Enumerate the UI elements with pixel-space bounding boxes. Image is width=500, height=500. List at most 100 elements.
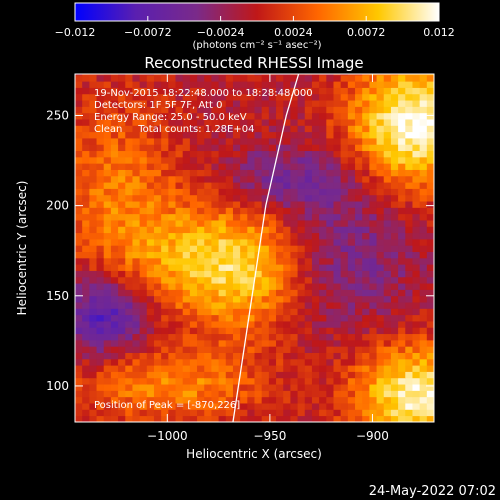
heatmap-cell — [326, 245, 334, 253]
heatmap-cell — [261, 384, 270, 391]
heatmap-cell — [376, 302, 385, 309]
heatmap-cell — [89, 270, 97, 278]
heatmap-cell — [347, 131, 356, 139]
heatmap-cell — [383, 346, 392, 353]
heatmap-cell — [319, 194, 327, 202]
heatmap-cell — [132, 365, 141, 372]
heatmap-cell — [232, 321, 241, 328]
heatmap-cell — [412, 207, 421, 215]
heatmap-cell — [132, 384, 141, 391]
heatmap-cell — [333, 188, 342, 196]
heatmap-cell — [319, 314, 327, 322]
heatmap-cell — [412, 194, 421, 202]
heatmap-cell — [369, 188, 377, 196]
heatmap-cell — [376, 100, 385, 107]
heatmap-cell — [398, 245, 406, 253]
heatmap-cell — [355, 327, 363, 335]
heatmap-cell — [261, 175, 270, 183]
heatmap-cell — [161, 365, 169, 372]
heatmap-cell — [347, 333, 356, 341]
heatmap-cell — [82, 403, 90, 410]
heatmap-cell — [89, 125, 97, 133]
heatmap-cell — [347, 144, 356, 152]
heatmap-cell — [75, 283, 83, 290]
heatmap-cell — [182, 403, 191, 410]
heatmap-cell — [261, 156, 270, 164]
heatmap-cell — [390, 74, 399, 82]
heatmap-cell — [182, 365, 191, 372]
heatmap-cell — [240, 339, 248, 347]
heatmap-cell — [426, 144, 434, 152]
heatmap-cell — [225, 131, 234, 139]
heatmap-cell — [146, 144, 155, 152]
heatmap-cell — [132, 390, 141, 398]
heatmap-cell — [304, 270, 313, 278]
heatmap-cell — [96, 207, 105, 215]
heatmap-cell — [182, 220, 191, 227]
heatmap-cell — [340, 74, 349, 82]
heatmap-cell — [110, 188, 119, 196]
heatmap-cell — [290, 144, 298, 152]
heatmap-cell — [240, 365, 248, 372]
heatmap-cell — [319, 93, 327, 101]
heatmap-cell — [153, 112, 162, 120]
heatmap-cell — [211, 333, 219, 341]
heatmap-cell — [125, 415, 133, 422]
heatmap-cell — [261, 93, 270, 101]
heatmap-cell — [290, 321, 298, 328]
heatmap-cell — [283, 308, 291, 316]
heatmap-cell — [189, 283, 198, 290]
heatmap-cell — [426, 358, 434, 366]
heatmap-cell — [247, 314, 255, 322]
heatmap-cell — [383, 138, 392, 145]
heatmap-cell — [347, 119, 356, 126]
heatmap-cell — [240, 188, 248, 196]
heatmap-cell — [161, 125, 169, 133]
heatmap-cell — [290, 220, 298, 227]
heatmap-cell — [290, 346, 298, 353]
colorbar-tick-label: 0.0072 — [347, 26, 386, 39]
heatmap-cell — [125, 346, 133, 353]
heatmap-cell — [261, 150, 270, 158]
heatmap-cell — [419, 175, 428, 183]
heatmap-cell — [319, 207, 327, 215]
heatmap-cell — [362, 358, 370, 366]
heatmap-cell — [146, 409, 155, 417]
heatmap-cell — [412, 415, 421, 422]
heatmap-cell — [412, 201, 421, 208]
heatmap-cell — [333, 220, 342, 227]
heatmap-cell — [175, 182, 184, 189]
heatmap-cell — [218, 289, 227, 297]
heatmap-cell — [268, 384, 277, 391]
heatmap-cell — [405, 409, 413, 417]
heatmap-cell — [118, 384, 126, 391]
heatmap-cell — [247, 220, 255, 227]
heatmap-cell — [254, 358, 263, 366]
heatmap-cell — [333, 81, 342, 88]
heatmap-cell — [146, 358, 155, 366]
heatmap-cell — [355, 371, 363, 379]
heatmap-cell — [175, 270, 184, 278]
heatmap-cell — [197, 232, 205, 240]
heatmap-cell — [426, 295, 434, 303]
heatmap-cell — [211, 396, 219, 404]
heatmap-cell — [103, 81, 112, 88]
heatmap-cell — [398, 156, 406, 164]
heatmap-cell — [189, 289, 198, 297]
heatmap-cell — [261, 377, 270, 385]
heatmap-cell — [268, 194, 277, 202]
heatmap-cell — [132, 201, 141, 208]
heatmap-cell — [376, 264, 385, 271]
heatmap-cell — [297, 169, 306, 177]
heatmap-cell — [426, 245, 434, 253]
heatmap-cell — [175, 321, 184, 328]
heatmap-cell — [218, 245, 227, 253]
heatmap-cell — [118, 112, 126, 120]
heatmap-cell — [405, 112, 413, 120]
heatmap-cell — [225, 169, 234, 177]
heatmap-cell — [153, 403, 162, 410]
heatmap-cell — [118, 125, 126, 133]
heatmap-cell — [110, 169, 119, 177]
heatmap-cell — [146, 365, 155, 372]
heatmap-cell — [376, 74, 385, 76]
